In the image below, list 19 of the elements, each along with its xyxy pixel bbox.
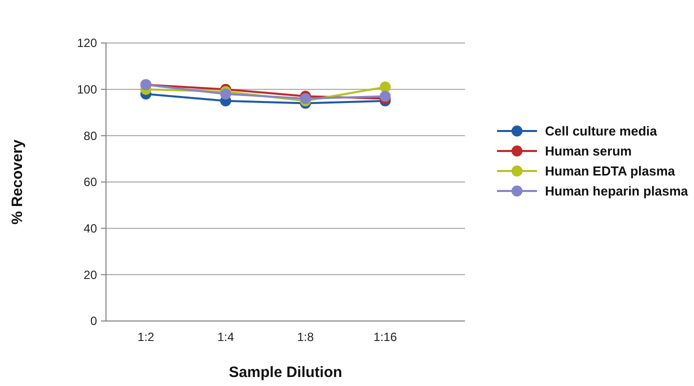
y-axis-title: % Recovery: [9, 138, 26, 225]
legend-label: Human serum: [545, 144, 632, 159]
point: [380, 82, 391, 93]
legend-label: Human EDTA plasma: [545, 164, 676, 179]
y-tick-label: 80: [84, 128, 98, 143]
y-tick-label: 0: [90, 314, 98, 328]
y-tick-label: 60: [84, 175, 98, 190]
x-tick-label: 1:2: [138, 330, 155, 344]
y-tick-label: 120: [76, 36, 98, 50]
point: [380, 90, 391, 102]
y-tick-label: 40: [84, 222, 98, 236]
x-tick-label: 1:8: [297, 330, 314, 344]
x-axis-title: Sample Dilution: [228, 364, 342, 381]
legend-label: Human heparin plasma: [545, 184, 689, 199]
x-tick-label: 1:4: [217, 330, 234, 344]
y-tick-label: 100: [76, 82, 98, 97]
y-tick-label: 20: [84, 268, 98, 282]
legend-label: Cell culture media: [545, 124, 658, 139]
x-tick-label: 1:16: [374, 330, 398, 344]
